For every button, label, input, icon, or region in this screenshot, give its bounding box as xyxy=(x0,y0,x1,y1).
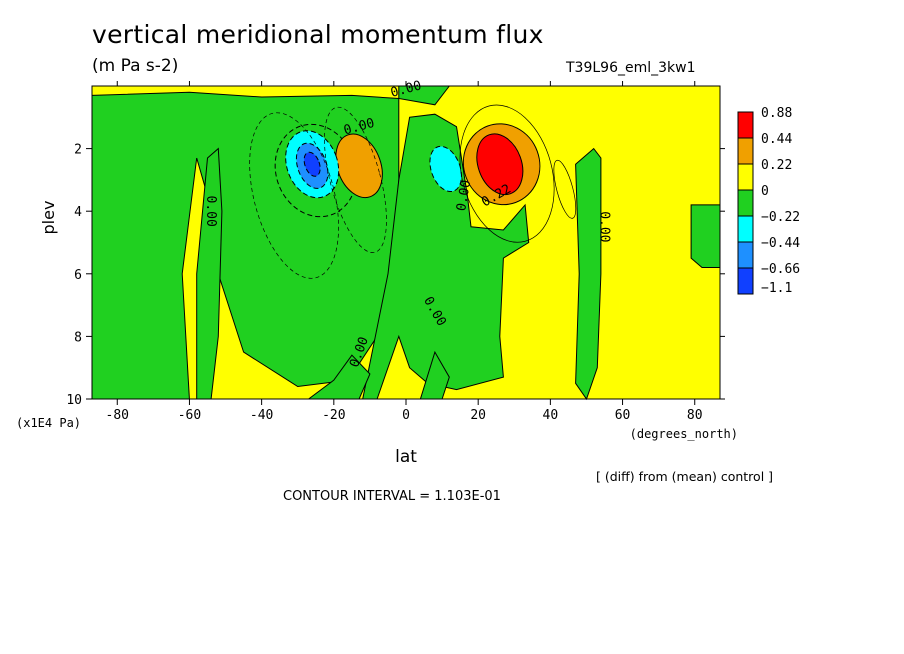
y-tick-label: 2 xyxy=(74,143,82,158)
contour-label: 0.00 xyxy=(597,211,612,242)
chart-axes: -80 -60 -40 -20 0 20 40 60 80 2 4 6 8 10 lat (degrees_n… xyxy=(16,81,738,467)
colorbar-label: −0.66 xyxy=(761,262,800,277)
colorbar-label: −0.44 xyxy=(761,236,800,251)
x-axis-units: (degrees_north) xyxy=(630,427,738,441)
core-level--4-7 xyxy=(303,151,321,177)
contour-line-1 xyxy=(459,104,555,243)
colorbar-swatch-5 xyxy=(737,241,754,269)
x-tick-label: 20 xyxy=(470,408,486,423)
core-level--2-4 xyxy=(429,145,462,193)
colorbar-label: 0.44 xyxy=(761,132,792,147)
colorbar-label: 0 xyxy=(761,184,769,199)
colorbar-label: 0.88 xyxy=(761,106,792,121)
x-axis-label: lat xyxy=(395,447,417,467)
x-tick-label: 60 xyxy=(615,408,631,423)
colorbar-swatch-2 xyxy=(737,163,754,191)
region-negative-5 xyxy=(575,147,602,401)
x-tick-label: 80 xyxy=(687,408,703,423)
contour-line-3 xyxy=(553,159,577,219)
contour-field xyxy=(91,85,721,401)
diff-note: [ (diff) from (mean) control ] xyxy=(596,469,774,484)
colorbar-swatch-3 xyxy=(737,189,754,217)
region-negative-6 xyxy=(690,204,721,268)
y-axis-units: (x1E4 Pa) xyxy=(16,416,81,430)
y-tick-label: 4 xyxy=(74,205,82,220)
chart-units: (m Pa s-2) xyxy=(92,56,179,76)
y-axis-label: plev xyxy=(39,201,58,235)
x-tick-label: -20 xyxy=(322,408,345,423)
run-name: T39L96_eml_3kw1 xyxy=(566,60,696,76)
y-tick-label: 6 xyxy=(74,268,82,283)
colorbar-swatch-1 xyxy=(737,137,754,165)
colorbar-label: −0.22 xyxy=(761,210,800,225)
contour-line-0 xyxy=(249,112,339,279)
colorbar: 0.88 0.44 0.22 0 −0.22 −0.44 −0.66 −1.1 xyxy=(737,106,800,296)
colorbar-label: −1.1 xyxy=(761,281,792,296)
y-tick-label: 10 xyxy=(66,393,82,408)
x-tick-label: 0 xyxy=(402,408,410,423)
contour-label: 0.00 xyxy=(454,179,474,212)
x-tick-label: -80 xyxy=(106,408,129,423)
x-tick-label: -60 xyxy=(178,408,201,423)
colorbar-label: 0.22 xyxy=(761,158,792,173)
y-tick-label: 8 xyxy=(74,330,82,345)
colorbar-swatch-6 xyxy=(737,267,754,295)
colorbar-swatch-4 xyxy=(737,215,754,243)
x-tick-label: -40 xyxy=(250,408,273,423)
x-tick-label: 40 xyxy=(543,408,559,423)
contour-interval: CONTOUR INTERVAL = 1.103E-01 xyxy=(283,489,501,504)
core-level-3-5 xyxy=(476,133,524,196)
contour-line-2 xyxy=(324,106,387,253)
chart-title: vertical meridional momentum flux xyxy=(92,20,544,49)
contour-label: 0.00 xyxy=(203,196,218,227)
region-negative-1 xyxy=(196,147,223,400)
colorbar-swatch-0 xyxy=(737,111,754,139)
